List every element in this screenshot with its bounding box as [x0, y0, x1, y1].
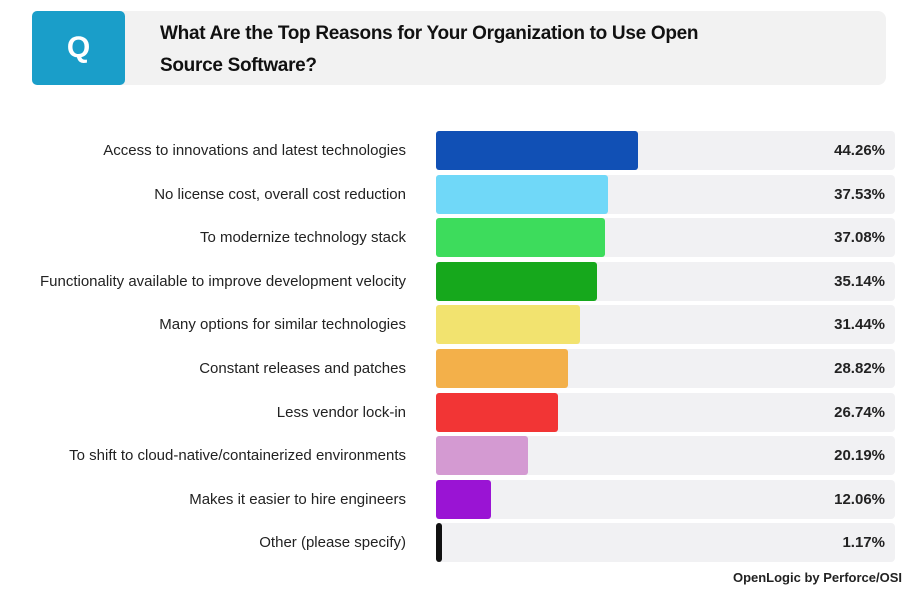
bar-track: 1.17% — [436, 523, 895, 563]
bar-row: To modernize technology stack 37.08% — [0, 218, 912, 258]
bar-row: To shift to cloud-native/containerized e… — [0, 436, 912, 476]
source-label: OpenLogic by Perforce/OSI — [732, 570, 902, 585]
bar-row: Other (please specify) 1.17% — [0, 523, 912, 563]
question-badge: Q — [32, 11, 125, 85]
bar-row: Functionality available to improve devel… — [0, 261, 912, 301]
bar-track: 37.08% — [436, 218, 895, 258]
bar-track: 20.19% — [436, 436, 895, 476]
bar — [436, 131, 639, 170]
bar — [436, 523, 442, 563]
category-label: Access to innovations and latest technol… — [103, 142, 406, 159]
bar — [436, 436, 529, 476]
category-label: To shift to cloud-native/containerized e… — [69, 447, 406, 465]
category-label: Many options for similar technologies — [159, 316, 406, 334]
value-label: 44.26% — [834, 142, 885, 159]
bar — [436, 261, 597, 301]
value-label: 37.53% — [834, 185, 885, 203]
bar-track: 28.82% — [436, 349, 895, 388]
bar — [436, 174, 608, 214]
bar — [436, 305, 580, 345]
header-background — [110, 11, 886, 85]
value-label: 37.08% — [834, 229, 885, 247]
category-label: No license cost, overall cost reduction — [154, 185, 406, 203]
bar-row: Many options for similar technologies 31… — [0, 305, 912, 345]
bar — [436, 218, 606, 258]
category-label: Functionality available to improve devel… — [39, 272, 406, 290]
bar — [436, 392, 559, 432]
bar — [436, 479, 492, 519]
category-label: Makes it easier to hire engineers — [189, 490, 406, 508]
value-label: 12.06% — [834, 490, 885, 508]
bar-row: Makes it easier to hire engineers 12.06% — [0, 479, 912, 519]
bar — [436, 349, 568, 388]
value-label: 35.14% — [834, 272, 885, 290]
category-label: Less vendor lock-in — [276, 403, 406, 421]
bar-row: No license cost, overall cost reduction … — [0, 174, 912, 214]
bar-row: Constant releases and patches 28.82% — [0, 349, 912, 388]
bar-track: 35.14% — [436, 261, 895, 301]
value-label: 26.74% — [834, 403, 885, 421]
category-label: Other (please specify) — [259, 534, 406, 552]
bar-row: Access to innovations and latest technol… — [0, 131, 912, 170]
category-label: To modernize technology stack — [200, 229, 406, 247]
chart-title: What Are the Top Reasons for Your Organi… — [160, 23, 699, 76]
bar-row: Less vendor lock-in 26.74% — [0, 392, 912, 432]
value-label: 28.82% — [834, 360, 885, 377]
bar-track: 12.06% — [436, 479, 895, 519]
value-label: 31.44% — [834, 316, 885, 334]
bar-track: 37.53% — [436, 174, 895, 214]
category-label: Constant releases and patches — [199, 360, 406, 377]
value-label: 20.19% — [834, 447, 885, 465]
bar-track: 26.74% — [436, 392, 895, 432]
bar-track: 31.44% — [436, 305, 895, 345]
bar-track: 44.26% — [436, 131, 895, 170]
value-label: 1.17% — [842, 534, 885, 552]
